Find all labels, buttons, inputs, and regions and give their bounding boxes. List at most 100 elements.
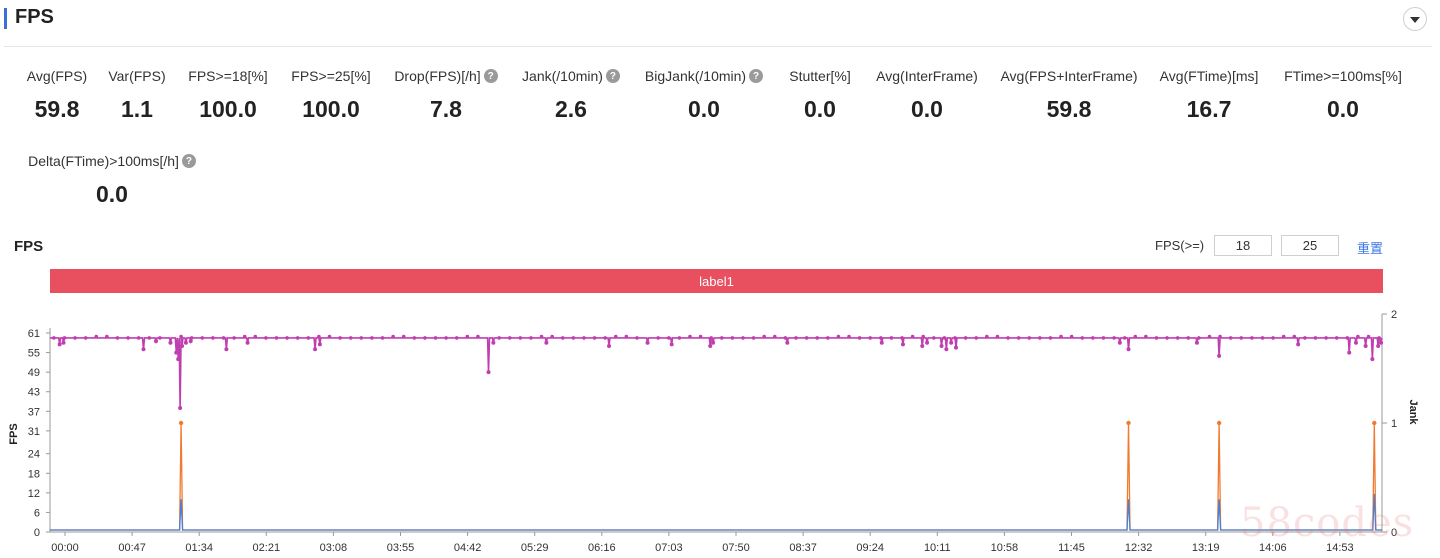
fps-dip-point [879, 340, 884, 345]
fps-point [826, 336, 830, 340]
fps-point [1027, 336, 1032, 340]
metric-label-text: Avg(FTime)[ms] [1159, 68, 1259, 84]
fps-dip-point [1126, 347, 1131, 352]
x-tick-label: 00:00 [51, 542, 79, 554]
metric-label-text: Delta(FTime)>100ms[/h] [28, 153, 179, 169]
fps-dip-point [313, 347, 318, 352]
x-tick-label: 06:16 [588, 542, 616, 554]
metric-value: 1.1 [121, 96, 153, 122]
fps-point [794, 336, 798, 340]
fps-point [105, 334, 109, 339]
fps-point [264, 336, 268, 340]
fps-point [635, 336, 639, 340]
fps-dip-point [900, 342, 905, 347]
metric-label-text: Drop(FPS)[/h] [394, 68, 481, 84]
y-right-tick-label: 1 [1391, 418, 1397, 430]
fps-point [73, 336, 77, 340]
y-right-axis-label: Jank [1407, 399, 1419, 425]
help-icon[interactable]: ? [605, 69, 620, 83]
metric-label: Avg(InterFrame) [876, 68, 978, 84]
fps-point [741, 336, 745, 340]
fps-point [1059, 334, 1063, 339]
fps-dip-point [174, 350, 179, 355]
fps-threshold-low-input[interactable] [1214, 235, 1272, 256]
metric-value: 0.0 [1327, 96, 1359, 122]
metric-label-text: FPS>=18[%] [188, 68, 268, 84]
x-tick-label: 03:55 [387, 542, 415, 554]
fps-point [1281, 334, 1286, 339]
fps-point [1197, 336, 1201, 340]
fps-dip-point [61, 340, 66, 345]
fps-point [953, 336, 957, 340]
fps-dip-point [245, 340, 250, 345]
x-tick-label: 10:11 [924, 542, 951, 554]
fps-point [401, 334, 406, 339]
help-icon[interactable]: ? [483, 69, 498, 83]
fps-point [380, 336, 385, 340]
fps-point [868, 336, 873, 340]
fps-dip-point [669, 342, 674, 347]
fps-dip-point [1379, 340, 1384, 345]
fps-point [1313, 336, 1318, 340]
fps-dip-point [785, 340, 790, 345]
collapse-button[interactable] [1403, 7, 1427, 31]
fps-point [423, 336, 427, 340]
fps-dip-point [1117, 340, 1122, 345]
label-band[interactable]: label1 [50, 269, 1383, 293]
fps-point [560, 336, 565, 340]
fps-point [963, 336, 968, 340]
fps-dip-point [57, 342, 62, 347]
fps-point [285, 336, 289, 340]
metric-label-text: Avg(FPS+InterFrame) [1000, 68, 1138, 84]
metric-card: Stutter[%] 0.0 [710, 68, 930, 123]
fps-point [847, 334, 851, 339]
fps-point [317, 334, 321, 339]
fps-point [1080, 336, 1085, 340]
fps-threshold-high-input[interactable] [1281, 235, 1339, 256]
metric-label-text: FTime>=100ms[%] [1284, 68, 1402, 84]
jank-series-line [50, 422, 1382, 531]
x-tick-label: 02:21 [253, 542, 281, 554]
fps-point [507, 336, 512, 340]
y-left-tick-label: 12 [28, 488, 40, 500]
chevron-down-icon [1410, 17, 1420, 23]
fps-point [253, 334, 258, 339]
fps-point [1366, 334, 1371, 339]
jank-point [1126, 420, 1131, 426]
x-tick-label: 12:32 [1125, 542, 1153, 554]
x-tick-label: 09:24 [856, 542, 884, 554]
help-icon[interactable]: ? [181, 154, 196, 168]
fps-point [94, 334, 99, 339]
metric-value: 100.0 [199, 96, 257, 122]
fps-dip-point [645, 340, 650, 345]
fps-point [232, 336, 236, 340]
x-tick-label: 00:47 [118, 542, 146, 554]
metric-card: Avg(FPS+InterFrame) 59.8 [959, 68, 1179, 123]
fps-point [147, 336, 152, 340]
fps-series-line [50, 337, 1383, 409]
y-left-tick-label: 43 [28, 387, 40, 399]
metric-card: FPS>=18[%] 100.0 [118, 68, 338, 123]
fps-dip-point [168, 340, 173, 345]
metric-value: 2.6 [555, 96, 587, 122]
fps-point [783, 336, 788, 340]
fps-dip-point [183, 340, 188, 345]
reset-button[interactable]: 重置 [1357, 241, 1384, 256]
watermark: 58codes [1240, 500, 1415, 546]
fps-point [698, 334, 703, 339]
fps-point [454, 336, 459, 340]
x-tick-label: 05:29 [521, 542, 549, 554]
fps-point [1324, 336, 1328, 340]
fps-point [221, 336, 226, 340]
fps-dip-point [944, 347, 949, 352]
fps-point [1175, 336, 1180, 340]
metric-label: Stutter[%] [789, 68, 850, 84]
fps-point [1334, 336, 1339, 340]
fps-point [200, 336, 205, 340]
metric-card: Delta(FTime)>100ms[/h]? 0.0 [2, 153, 222, 208]
fps-point [1218, 334, 1222, 339]
fps-point [327, 334, 332, 339]
fps-dip-point [953, 345, 958, 350]
help-icon[interactable]: ? [749, 69, 764, 83]
